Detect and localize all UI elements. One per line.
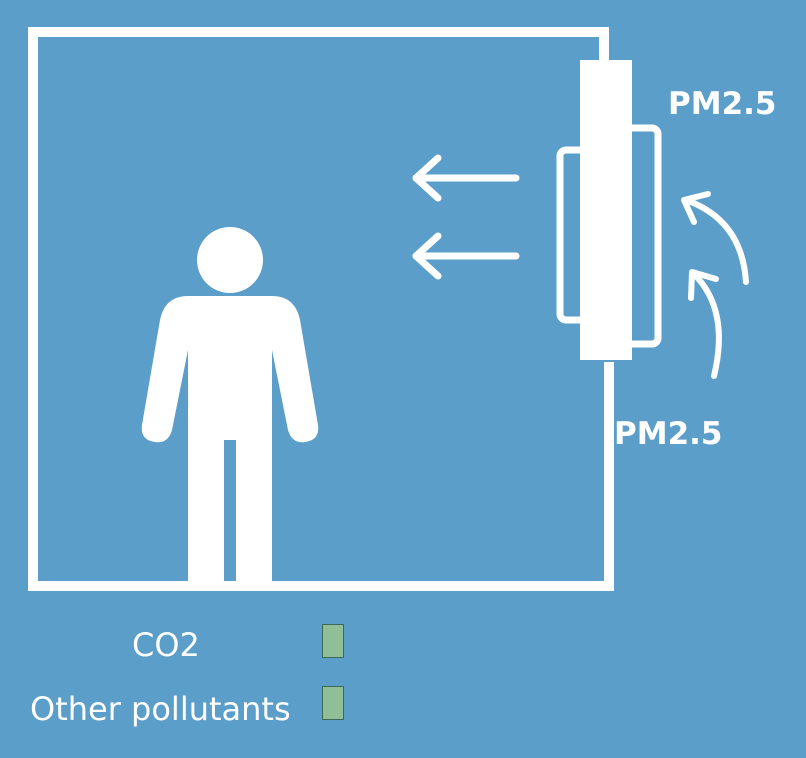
legend-label-other-pollutants: Other pollutants (30, 690, 291, 728)
vent-unit-inner-flap (556, 146, 594, 324)
airflow-arrow-upper (412, 154, 520, 202)
pm25-label-outdoor-bottom: PM2.5 (614, 416, 723, 452)
intake-arrow-upper (681, 191, 749, 285)
person-icon (141, 227, 319, 586)
room-outline (28, 27, 614, 591)
legend-label-co2: CO2 (132, 626, 200, 664)
legend-swatch-other-pollutants (322, 686, 344, 720)
vent-unit-outer-flap (618, 124, 662, 348)
legend-swatch-co2 (322, 624, 344, 658)
person-torso (141, 296, 319, 586)
airflow-arrow-lower (412, 232, 520, 280)
intake-arrow-lower (688, 269, 722, 379)
person-head (197, 227, 263, 293)
indoor-airflow-arrows (412, 154, 520, 280)
intake-curved-arrows (681, 191, 749, 379)
ventilation-unit (556, 60, 662, 360)
pm25-label-outdoor-top: PM2.5 (668, 86, 777, 122)
